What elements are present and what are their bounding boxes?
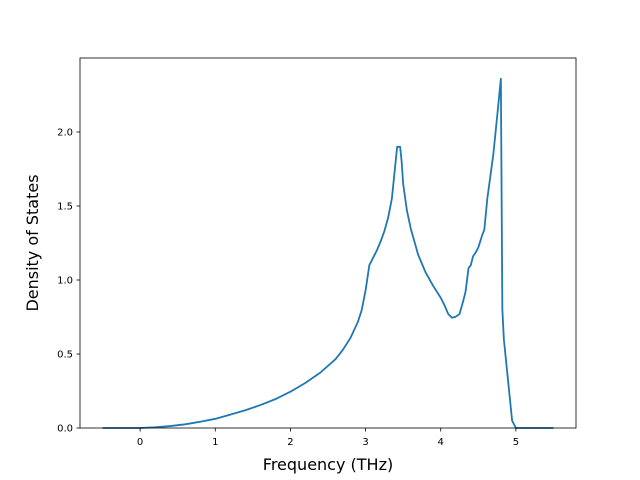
- series-layer: [102, 77, 554, 429]
- y-axis-label: Density of States: [23, 174, 42, 311]
- x-tick-label: 4: [438, 437, 444, 448]
- x-tick-label: 5: [513, 437, 519, 448]
- x-axis-label: Frequency (THz): [263, 455, 393, 474]
- x-tick-label: 0: [137, 437, 143, 448]
- y-tick-label: 1.5: [57, 202, 73, 213]
- y-axis-ticks: 0.0 0.5 1.0 1.5 2.0: [57, 128, 80, 435]
- y-tick-label: 1.0: [57, 276, 73, 287]
- x-tick-label: 1: [212, 437, 218, 448]
- y-tick-label: 2.0: [57, 128, 73, 139]
- x-axis-ticks: 0 1 2 3 4 5: [137, 428, 519, 448]
- y-tick-label: 0.5: [57, 350, 73, 361]
- series-line-0: [102, 77, 554, 429]
- y-tick-label: 0.0: [57, 424, 73, 435]
- x-tick-label: 2: [287, 437, 293, 448]
- x-tick-label: 3: [362, 437, 368, 448]
- plot-frame: [79, 57, 577, 429]
